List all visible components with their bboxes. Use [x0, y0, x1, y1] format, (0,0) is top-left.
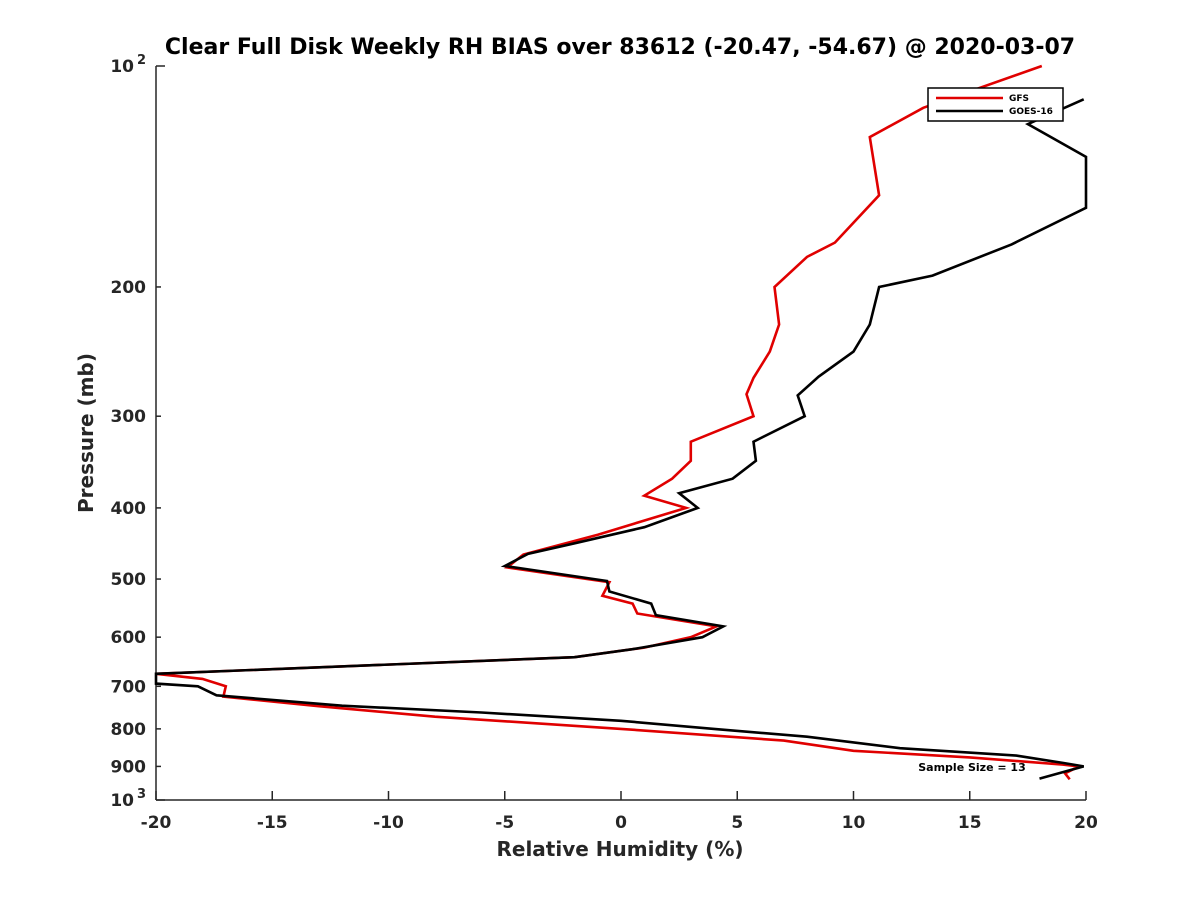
y-tick-label: 600: [111, 628, 147, 648]
sample-size-annotation: Sample Size = 13: [918, 761, 1025, 774]
legend: GFS GOES-16: [927, 87, 1064, 122]
x-tick-label: -5: [495, 813, 514, 833]
y-tick-label: 300: [111, 407, 147, 427]
series-line-gfs: [155, 64, 1084, 781]
y-tick-label: 700: [111, 677, 147, 697]
y-tick-exponent: 3: [137, 787, 146, 802]
legend-label-gfs: GFS: [1009, 94, 1029, 104]
x-tick-label: 5: [731, 813, 743, 833]
x-tick-label: 0: [615, 813, 627, 833]
y-tick-label: 10: [110, 791, 134, 811]
y-tick-label: 200: [111, 278, 147, 298]
chart-title: Clear Full Disk Weekly RH BIAS over 8361…: [165, 35, 1075, 60]
y-tick-label: 900: [111, 757, 147, 777]
y-axis-label: Pressure (mb): [74, 353, 98, 513]
x-tick-label: 15: [958, 813, 982, 833]
legend-box: [927, 87, 1064, 122]
x-tick-label: -10: [373, 813, 404, 833]
x-tick-label: -20: [141, 813, 172, 833]
x-axis-label: Relative Humidity (%): [496, 837, 743, 861]
x-tick-label: 10: [842, 813, 866, 833]
y-tick-label: 10: [110, 57, 134, 77]
y-tick-label: 500: [111, 570, 147, 590]
legend-label-goes16: GOES-16: [1009, 107, 1053, 117]
series-line-goes16: [154, 98, 1088, 780]
y-tick-label: 400: [111, 499, 147, 519]
y-tick-label: 800: [111, 720, 147, 740]
x-tick-label: -15: [257, 813, 288, 833]
x-tick-label: 20: [1074, 813, 1098, 833]
y-tick-exponent: 2: [137, 53, 146, 68]
